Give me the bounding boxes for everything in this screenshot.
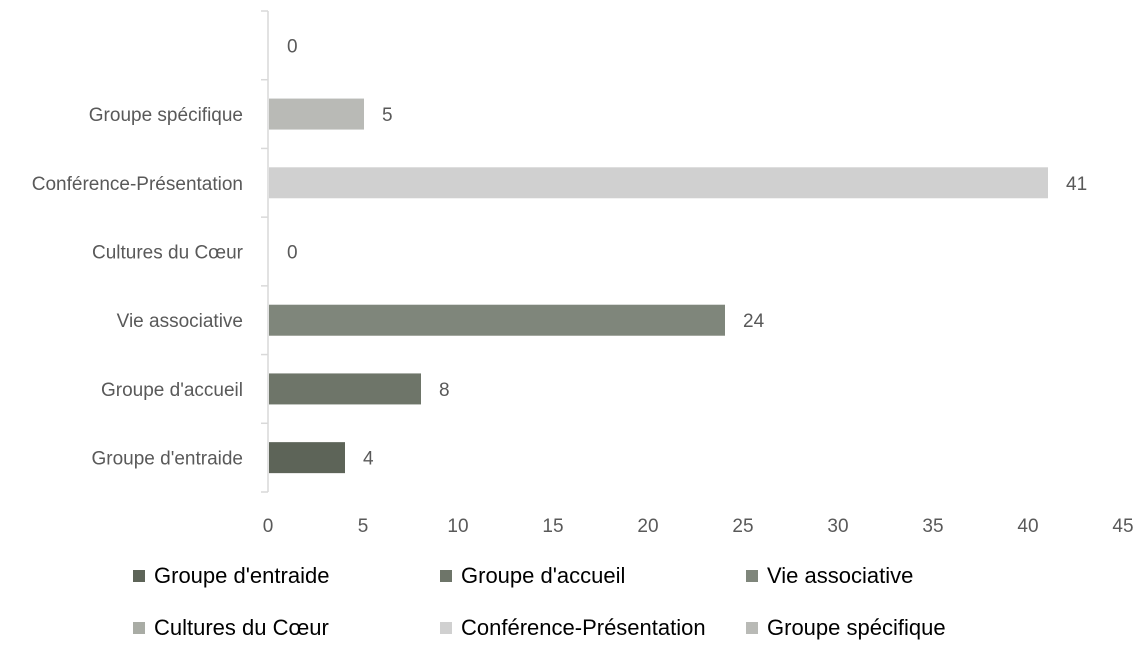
bar <box>269 442 345 474</box>
data-label: 0 <box>287 243 298 264</box>
category-label: Groupe spécifique <box>89 105 243 126</box>
legend-swatch <box>746 570 758 582</box>
category-label: Vie associative <box>117 311 243 332</box>
category-label: Conférence-Présentation <box>32 174 243 195</box>
legend-label: Cultures du Cœur <box>154 615 329 640</box>
legend-swatch <box>746 622 758 634</box>
x-tick-label: 10 <box>447 516 468 537</box>
legend-swatch <box>133 622 145 634</box>
category-label: Groupe d'accueil <box>101 380 243 401</box>
category-label: Groupe d'entraide <box>91 449 243 470</box>
labels-layer: 0 Groupe spécifique 5 Conférence-Présentati… <box>32 36 1087 469</box>
bar <box>269 167 1048 199</box>
x-tick-label: 15 <box>542 516 563 537</box>
x-tick-label: 40 <box>1017 516 1038 537</box>
legend: Groupe d'entraide Groupe d'accueil Vie ass… <box>133 563 946 640</box>
data-label: 5 <box>382 105 393 126</box>
bar <box>269 98 364 130</box>
bar <box>269 304 725 336</box>
legend-label: Groupe d'accueil <box>461 563 625 588</box>
x-tick-label: 30 <box>827 516 848 537</box>
legend-label: Vie associative <box>767 563 913 588</box>
x-tick-label: 20 <box>637 516 658 537</box>
data-label: 8 <box>439 380 450 401</box>
data-label: 41 <box>1066 174 1087 195</box>
legend-label: Groupe d'entraide <box>154 563 329 588</box>
legend-swatch <box>440 570 452 582</box>
legend-label: Conférence-Présentation <box>461 615 706 640</box>
bars-layer <box>269 98 1048 474</box>
x-tick-label: 0 <box>263 516 274 537</box>
legend-swatch <box>440 622 452 634</box>
data-label: 24 <box>743 311 765 332</box>
bar <box>269 373 421 405</box>
category-label: Cultures du Cœur <box>92 243 244 264</box>
data-label: 4 <box>363 449 374 470</box>
data-label: 0 <box>287 36 298 57</box>
x-tick-label: 35 <box>922 516 943 537</box>
x-tick-label: 45 <box>1112 516 1133 537</box>
axis-layer: 0 5 10 15 20 25 30 35 40 45 <box>261 10 1134 537</box>
x-tick-label: 5 <box>358 516 369 537</box>
legend-label: Groupe spécifique <box>767 615 946 640</box>
x-tick-label: 25 <box>732 516 753 537</box>
legend-swatch <box>133 570 145 582</box>
